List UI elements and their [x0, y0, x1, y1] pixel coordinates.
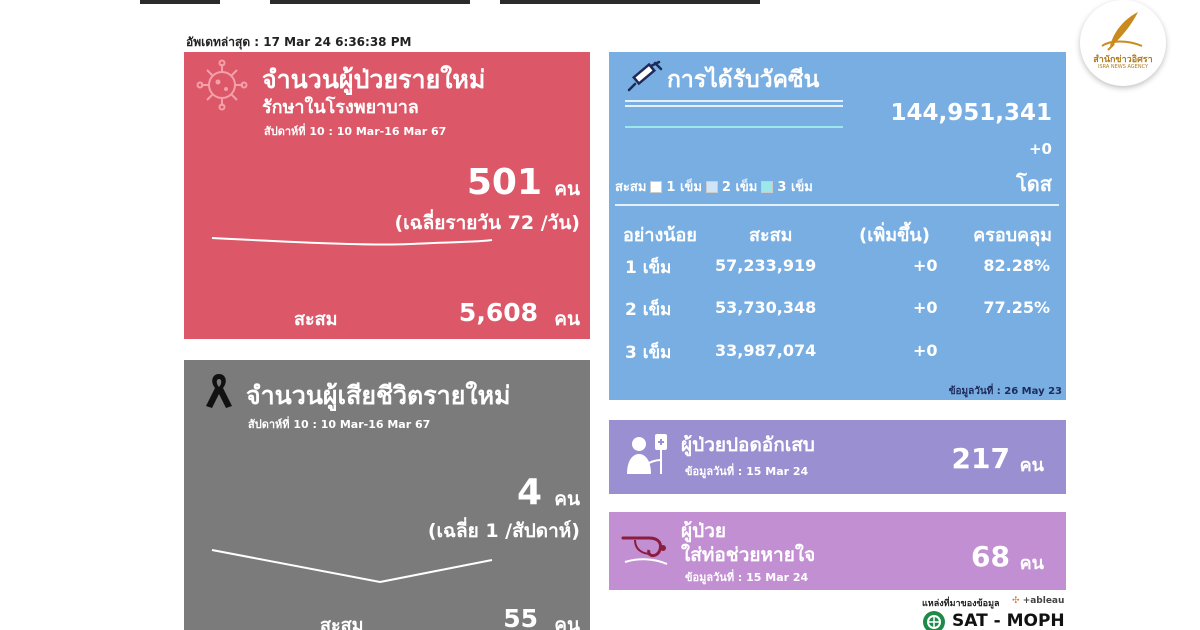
- row-increase: +0: [913, 298, 938, 317]
- new-deaths-value: 4: [516, 472, 542, 513]
- new-cases-total-unit: คน: [554, 308, 580, 330]
- ventilator-title-line1: ผู้ป่วย: [681, 520, 726, 542]
- new-deaths-trend-line: [211, 549, 493, 584]
- pneumonia-value: 217: [951, 442, 1010, 475]
- ventilator-unit: คน: [1019, 553, 1044, 574]
- row-coverage: 82.28%: [983, 256, 1050, 275]
- pneumonia-unit: คน: [1019, 455, 1044, 476]
- ventilator-panel: ผู้ป่วย ใส่ท่อช่วยหายใจ ข้อมูลวันที่ : 1…: [609, 512, 1066, 590]
- new-deaths-total-unit: คน: [554, 614, 580, 630]
- vaccine-legend: สะสม 1 เข็ม 2 เข็ม 3 เข็ม: [615, 176, 813, 197]
- source-label: แหล่งที่มาของข้อมูล: [922, 599, 1000, 609]
- syringe-icon: [627, 60, 663, 92]
- new-deaths-week: สัปดาห์ที่ 10 : 10 Mar-16 Mar 67: [248, 418, 431, 431]
- table-row: 1 เข็ม 57,233,919 +0 82.28%: [609, 254, 1066, 284]
- row-total: 33,987,074: [715, 341, 817, 360]
- col-header-increase: (เพิ่มขึ้น): [859, 225, 930, 246]
- new-deaths-panel: จำนวนผู้เสียชีวิตรายใหม่ สัปดาห์ที่ 10 :…: [184, 360, 590, 630]
- new-cases-total-label: สะสม: [294, 309, 338, 330]
- ventilator-data-date: ข้อมูลวันที่ : 15 Mar 24: [685, 571, 809, 584]
- new-cases-trend-line: [211, 237, 493, 246]
- vaccine-title: การได้รับวัคซีน: [667, 67, 820, 93]
- mourning-ribbon-icon: [206, 374, 232, 408]
- vaccine-data-date: ข้อมูลวันที่ : 26 May 23: [948, 386, 1062, 397]
- row-total: 53,730,348: [715, 298, 817, 317]
- new-deaths-total-value: 55: [503, 604, 538, 630]
- vaccine-dose-unit: โดส: [1016, 172, 1052, 196]
- new-deaths-total-label: สะสม: [320, 615, 364, 630]
- moph-seal-icon: [923, 611, 945, 630]
- virus-icon: [196, 59, 248, 111]
- ventilator-title-line2: ใส่ท่อช่วยหายใจ: [681, 544, 816, 566]
- new-cases-title: จำนวนผู้ป่วยรายใหม่: [262, 65, 486, 94]
- ventilator-tube-icon: [621, 536, 668, 565]
- row-dose: 2 เข็ม: [625, 300, 672, 320]
- legend-swatch-3: [761, 180, 774, 193]
- new-deaths-title: จำนวนผู้เสียชีวิตรายใหม่: [246, 381, 511, 410]
- dose3-progress-bar: [625, 126, 843, 128]
- col-header-dose: อย่างน้อย: [623, 225, 697, 246]
- new-cases-panel: จำนวนผู้ป่วยรายใหม่ รักษาในโรงพยาบาล สัป…: [184, 52, 590, 339]
- legend-item-3: 3 เข็ม: [777, 180, 813, 195]
- last-updated: อัพเดทล่าสุด : 17 Mar 24 6:36:38 PM: [186, 35, 412, 49]
- vaccine-panel: การได้รับวัคซีน 144,951,341 +0 โดส สะสม …: [609, 52, 1066, 400]
- row-increase: +0: [913, 256, 938, 275]
- patient-iv-icon: [627, 434, 667, 474]
- pneumonia-panel: ผู้ป่วยปอดอักเสบ ข้อมูลวันที่ : 15 Mar 2…: [609, 420, 1066, 494]
- legend-swatch-2: [705, 180, 718, 193]
- row-dose: 3 เข็ม: [625, 343, 672, 363]
- vaccine-total: 144,951,341: [890, 100, 1052, 126]
- pneumonia-title: ผู้ป่วยปอดอักเสบ: [681, 434, 815, 456]
- tableau-label: +ableau: [1022, 596, 1065, 606]
- legend-swatch-1: [650, 180, 663, 193]
- dose2-progress-bar: [625, 105, 843, 107]
- legend-label: สะสม: [615, 180, 647, 195]
- logo-name: สำนักข่าวอิศรา: [1093, 55, 1153, 65]
- quill-pen-icon: [1101, 12, 1143, 51]
- new-cases-week: สัปดาห์ที่ 10 : 10 Mar-16 Mar 67: [264, 125, 447, 138]
- isra-logo: [1080, 0, 1166, 86]
- col-header-total: สะสม: [749, 225, 793, 246]
- dose1-progress-bar: [625, 100, 843, 102]
- logo-subtitle: ISRA NEWS AGENCY: [1097, 64, 1149, 70]
- new-cases-average: (เฉลี่ยรายวัน 72 /วัน): [394, 212, 580, 234]
- table-row: 2 เข็ม 53,730,348 +0 77.25%: [609, 296, 1066, 326]
- cropped-header-strip: [140, 0, 760, 4]
- legend-item-2: 2 เข็ม: [721, 180, 758, 195]
- new-cases-total-value: 5,608: [458, 298, 538, 327]
- new-cases-unit: คน: [554, 178, 580, 200]
- vaccine-divider: [615, 204, 1059, 206]
- pneumonia-data-date: ข้อมูลวันที่ : 15 Mar 24: [685, 465, 809, 478]
- col-header-coverage: ครอบคลุม: [973, 225, 1052, 246]
- source-org: SAT - MOPH: [952, 611, 1065, 630]
- new-deaths-average: (เฉลี่ย 1 /สัปดาห์): [427, 520, 580, 542]
- new-deaths-unit: คน: [554, 488, 580, 510]
- row-dose: 1 เข็ม: [625, 258, 672, 278]
- new-cases-subtitle: รักษาในโรงพยาบาล: [262, 97, 419, 118]
- legend-item-1: 1 เข็ม: [666, 180, 702, 195]
- tableau-logo: ✣ +ableau: [1012, 596, 1065, 606]
- row-total: 57,233,919: [715, 256, 817, 275]
- table-row: 3 เข็ม 33,987,074 +0: [609, 339, 1066, 369]
- row-increase: +0: [913, 341, 938, 360]
- ventilator-value: 68: [971, 540, 1010, 573]
- new-cases-value: 501: [466, 162, 542, 203]
- row-coverage: 77.25%: [983, 298, 1050, 317]
- vaccine-increase: +0: [1028, 140, 1052, 158]
